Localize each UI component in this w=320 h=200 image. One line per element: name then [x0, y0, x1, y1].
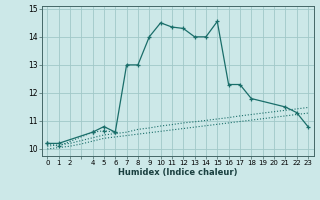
- X-axis label: Humidex (Indice chaleur): Humidex (Indice chaleur): [118, 168, 237, 177]
